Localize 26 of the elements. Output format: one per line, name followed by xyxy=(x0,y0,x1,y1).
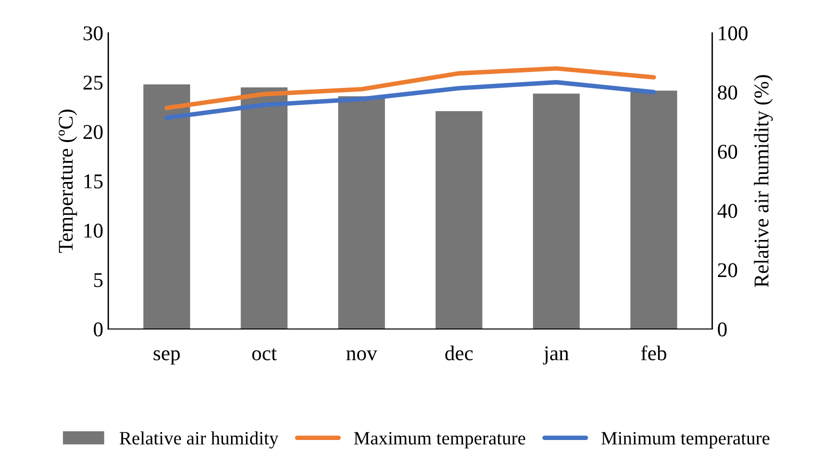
x-tick-label: oct xyxy=(252,348,277,360)
x-tick-label: jan xyxy=(543,346,569,365)
y2-tick-label: 100 xyxy=(718,26,748,40)
line-series xyxy=(164,80,656,120)
y2-tick-label: 20 xyxy=(718,263,738,278)
y2-tick-label: 80 xyxy=(718,85,738,100)
x-tick-label: nov xyxy=(346,350,378,360)
y-tick-label: 25 xyxy=(84,76,103,90)
x-tick-label: sep xyxy=(154,350,180,365)
y2-tick-label: 0 xyxy=(718,322,727,336)
x-tick-label: dec xyxy=(445,346,473,360)
y-tick-label: 20 xyxy=(84,124,103,140)
y2-axis-title: Relative air humidity (%) xyxy=(754,75,773,288)
y-tick-label: 10 xyxy=(84,224,103,238)
y-tick-label: 5 xyxy=(94,273,103,288)
legend-label: Minimum temperature xyxy=(601,432,770,448)
y2-tick-label: 40 xyxy=(717,204,738,218)
y-tick-label: 0 xyxy=(94,322,103,336)
y-tick-label: 15 xyxy=(84,174,103,188)
y-axis-title: Temperature (ºC) xyxy=(58,110,78,253)
y-tick-label: 30 xyxy=(84,26,103,40)
x-tick-label: feb xyxy=(641,345,666,360)
legend-label: Maximum temperature xyxy=(354,432,526,448)
legend-label: Relative air humidity xyxy=(120,431,278,448)
y2-tick-label: 60 xyxy=(718,144,738,159)
line-series xyxy=(164,66,656,110)
